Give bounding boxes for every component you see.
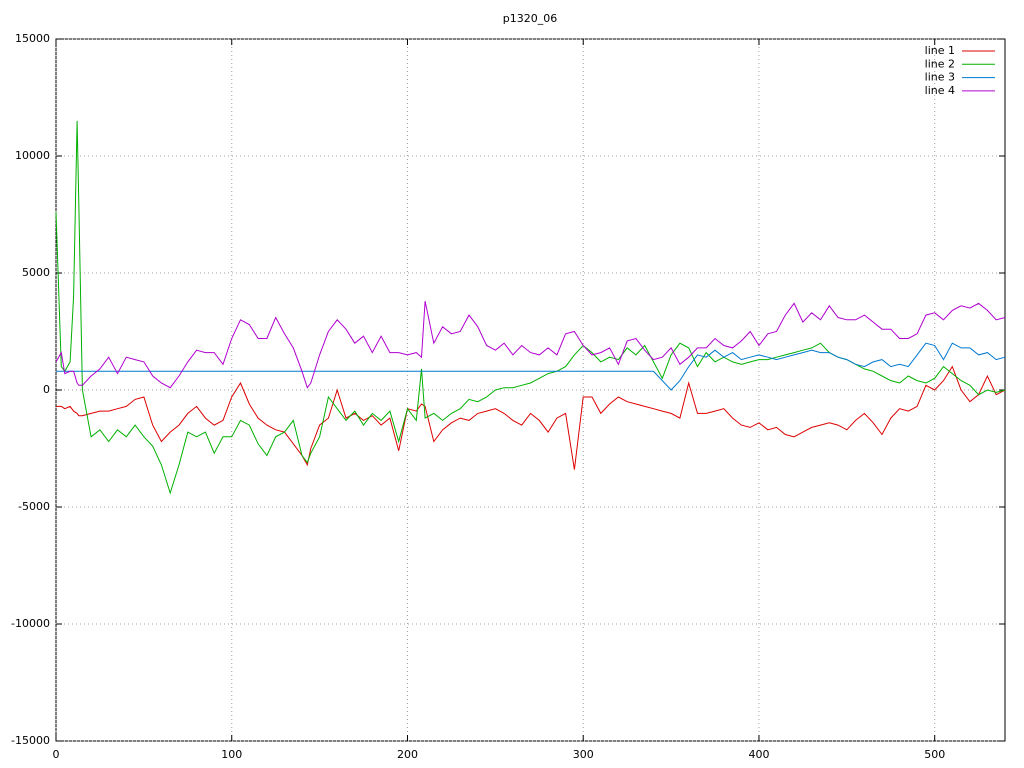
- line-series: [56, 365, 1006, 470]
- y-tick-label: -15000: [11, 734, 50, 747]
- plot-frame: [55, 38, 1006, 742]
- x-tick-label: 200: [397, 748, 418, 761]
- x-tick-label: 400: [748, 748, 769, 761]
- x-tick-label: 300: [573, 748, 594, 761]
- legend-label: line 3: [925, 71, 955, 84]
- x-tick-label: 100: [221, 748, 242, 761]
- line-series: [56, 342, 1006, 391]
- chart-title: p1320_06: [503, 12, 557, 25]
- legend-label: line 1: [925, 44, 955, 57]
- y-tick-label: 15000: [15, 32, 50, 45]
- y-tick-label: 5000: [22, 266, 50, 279]
- legend-label: line 4: [925, 84, 955, 97]
- y-tick-label: 0: [43, 383, 50, 396]
- line-series: [55, 300, 1006, 389]
- y-tick-label: -10000: [11, 617, 50, 630]
- legend-label: line 2: [925, 57, 955, 70]
- y-tick-label: 10000: [15, 149, 50, 162]
- x-tick-label: 0: [53, 748, 60, 761]
- line-series: [55, 120, 1006, 495]
- x-tick-label: 500: [924, 748, 945, 761]
- y-tick-label: -5000: [18, 500, 50, 513]
